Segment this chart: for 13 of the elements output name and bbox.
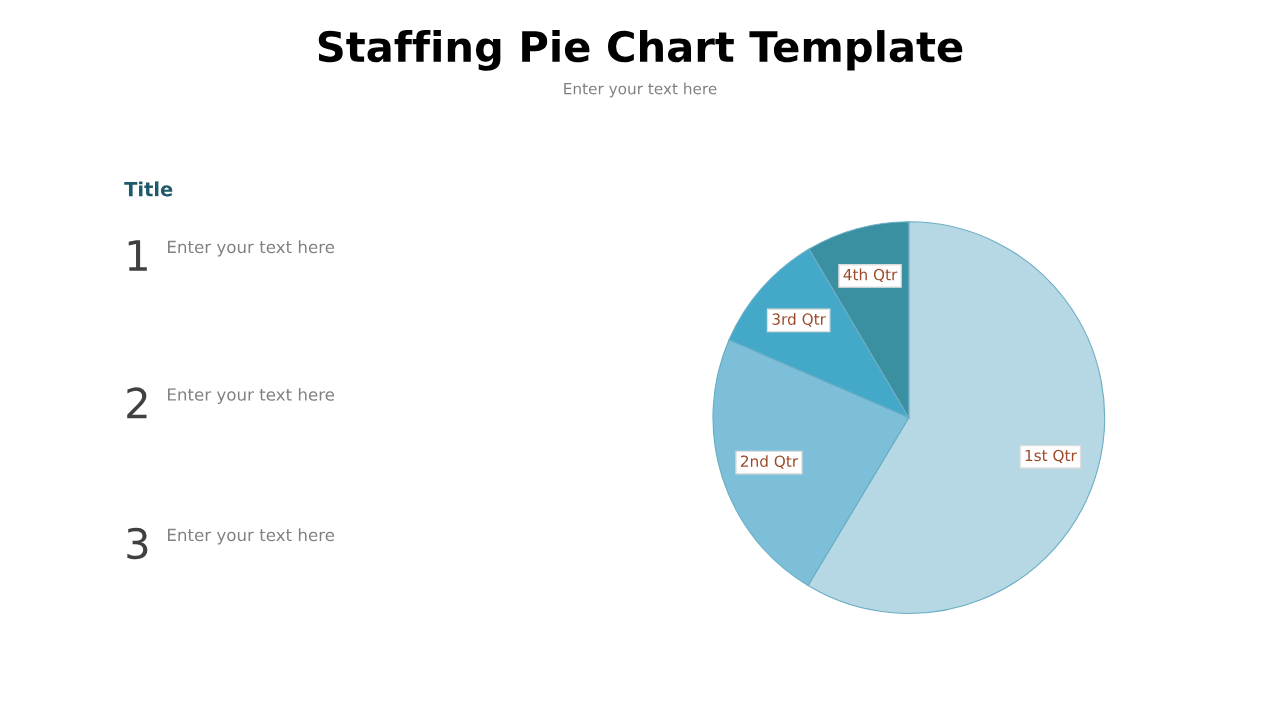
- slice-label: 4th Qtr: [843, 268, 898, 283]
- chart-title: Staffing Pie Chart Template: [318, 30, 963, 71]
- text: 2: [127, 387, 147, 419]
- text: Title: [124, 181, 173, 197]
- text: Enter your text here: [168, 240, 335, 257]
- text: 3: [127, 527, 148, 560]
- slice-label: 1st Qtr: [1025, 449, 1077, 463]
- chart-subtitle: Enter your text here: [564, 82, 717, 98]
- slice-label: 2nd Qtr: [740, 455, 799, 469]
- text: Enter your text here: [168, 528, 335, 545]
- text: 1: [128, 240, 147, 271]
- slice-label: 3rd Qtr: [772, 313, 826, 327]
- text: Enter your text here: [168, 387, 335, 405]
